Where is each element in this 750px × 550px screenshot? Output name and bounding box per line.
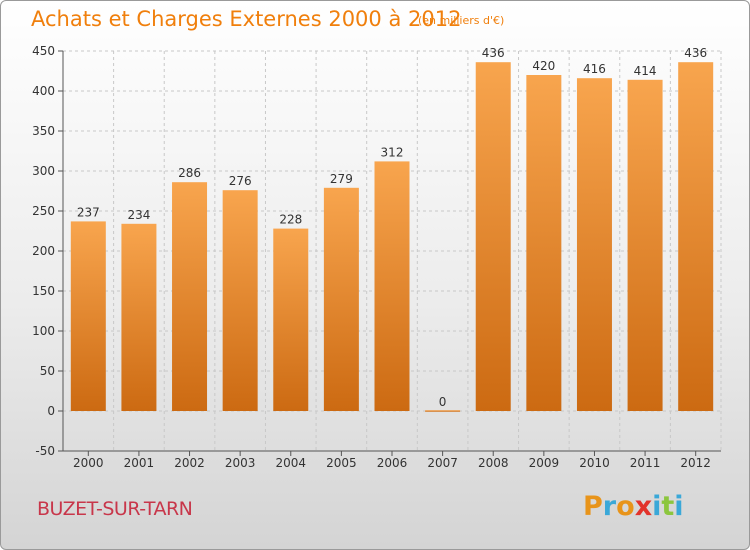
x-tick-label-2006: 2006: [377, 456, 408, 470]
bar-2008: [475, 62, 511, 411]
x-tick-label-2007: 2007: [427, 456, 458, 470]
axes: -50 0 50 100 150 200 250 300 350 400 450 2000 2001 20…: [32, 44, 721, 470]
x-tick-label-2012: 2012: [680, 456, 711, 470]
x-tick-label-2011: 2011: [630, 456, 661, 470]
chart-subtitle: (en milliers d'€): [418, 14, 505, 27]
data-label-2011: 414: [634, 64, 657, 78]
x-tick-label-2000: 2000: [73, 456, 104, 470]
logo-letter: x: [634, 491, 653, 522]
x-tick-label-2005: 2005: [326, 456, 357, 470]
bar-2012: [678, 62, 714, 411]
bar-2002: [172, 182, 208, 411]
bar-2004: [273, 228, 309, 411]
bar-2003: [222, 190, 258, 411]
bar-2006: [374, 161, 410, 411]
logo-letter: o: [616, 491, 635, 522]
commune-name: BUZET-SUR-TARN: [37, 498, 193, 520]
x-tick-label-2004: 2004: [275, 456, 306, 470]
bar-2001: [121, 223, 157, 411]
data-label-2002: 286: [178, 166, 201, 180]
data-label-2001: 234: [127, 208, 150, 222]
data-label-2010: 416: [583, 62, 606, 76]
y-tick-label: 0: [47, 404, 55, 418]
y-tick-label: 50: [40, 364, 55, 378]
data-labels: 237 234 286 276 228 279 312 0 436 420 416 414 436: [77, 46, 707, 409]
data-label-2000: 237: [77, 205, 100, 219]
data-label-2005: 279: [330, 172, 353, 186]
y-tick-label: 400: [32, 84, 55, 98]
y-tick-label: -50: [35, 444, 55, 458]
bar-2000: [70, 221, 106, 411]
x-tick-label-2001: 2001: [124, 456, 155, 470]
y-tick-label: 150: [32, 284, 55, 298]
data-label-2012: 436: [684, 46, 707, 60]
data-label-2009: 420: [532, 59, 555, 73]
logo-letter: P: [583, 491, 603, 522]
y-tick-label: 100: [32, 324, 55, 338]
bar-2011: [627, 79, 663, 412]
logo-letter: r: [602, 491, 617, 522]
x-tick-label-2008: 2008: [478, 456, 509, 470]
data-label-2004: 228: [279, 213, 302, 227]
logo-letter: t: [661, 491, 675, 522]
bars: [70, 62, 714, 412]
y-tick-label: 200: [32, 244, 55, 258]
data-label-2003: 276: [229, 174, 252, 188]
x-tick-label-2003: 2003: [225, 456, 256, 470]
y-tick-label: 250: [32, 204, 55, 218]
chart-title: Achats et Charges Externes 2000 à 2012: [31, 7, 462, 31]
x-tick-label-2002: 2002: [174, 456, 205, 470]
data-label-2007: 0: [439, 395, 447, 409]
y-tick-label: 300: [32, 164, 55, 178]
data-label-2006: 312: [381, 145, 404, 159]
data-label-2008: 436: [482, 46, 505, 60]
x-tick-label-2010: 2010: [579, 456, 610, 470]
y-tick-label: 350: [32, 124, 55, 138]
proxiti-logo: Proxiti: [583, 491, 684, 522]
x-tick-label-2009: 2009: [529, 456, 560, 470]
logo-letter: i: [652, 491, 662, 522]
y-tick-label: 450: [32, 44, 55, 58]
logo-letter: i: [674, 491, 684, 522]
bar-2009: [526, 75, 562, 411]
bar-2010: [576, 78, 612, 411]
bar-2007: [425, 410, 461, 412]
bar-2005: [323, 187, 359, 411]
